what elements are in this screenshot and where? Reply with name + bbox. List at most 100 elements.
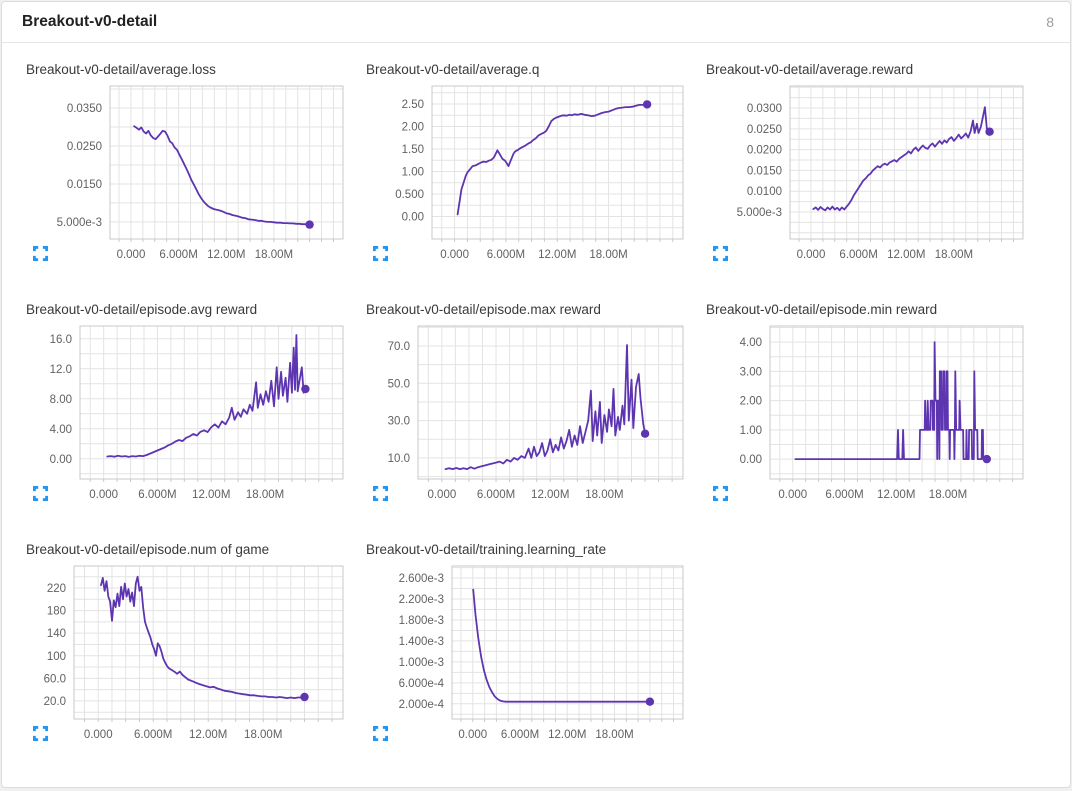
svg-text:0.000: 0.000 [117,249,146,261]
category-header[interactable]: Breakout-v0-detail 8 [2,2,1070,43]
fullscreen-icon [33,246,48,261]
fullscreen-icon [373,486,388,501]
svg-text:0.00: 0.00 [50,454,72,466]
svg-text:16.0: 16.0 [50,334,72,346]
chart-card-episode-num-of-game: Breakout-v0-detail/episode.num of game 2… [12,537,352,777]
chart-card-training-learning-rate: Breakout-v0-detail/training.learning_rat… [352,537,692,777]
chart-count-badge: 8 [1046,14,1054,30]
svg-text:18.00M: 18.00M [246,489,284,501]
fullscreen-icon [373,726,388,741]
svg-text:5.000e-3: 5.000e-3 [57,217,102,229]
chart-plot-training-learning-rate[interactable]: 2.600e-3 2.200e-3 1.800e-3 1.400e-3 1.000e-3… [352,537,692,777]
fullscreen-icon [373,246,388,261]
charts-grid: Breakout-v0-detail/average.loss 0.0350 0.… [2,43,1070,777]
expand-chart-button[interactable] [373,245,390,262]
svg-text:12.00M: 12.00M [548,729,586,741]
chart-plot-average-loss[interactable]: 0.0350 0.0250 0.0150 5.000e-3 0.000 6.000M 12.… [12,57,352,297]
svg-text:8.00: 8.00 [50,394,72,406]
expand-chart-button[interactable] [33,245,50,262]
svg-text:2.00: 2.00 [402,122,424,134]
svg-text:1.400e-3: 1.400e-3 [399,636,444,648]
chart-card-episode-min-reward: Breakout-v0-detail/episode.min reward 4.… [692,297,1032,537]
svg-text:0.000: 0.000 [778,489,807,501]
svg-text:12.00M: 12.00M [538,249,576,261]
svg-text:12.00M: 12.00M [531,489,569,501]
svg-text:12.00M: 12.00M [192,489,230,501]
svg-text:18.00M: 18.00M [589,249,627,261]
svg-text:60.0: 60.0 [44,673,66,685]
svg-text:18.00M: 18.00M [929,489,967,501]
svg-text:0.00: 0.00 [740,454,762,466]
expand-chart-button[interactable] [373,485,390,502]
svg-text:30.0: 30.0 [388,416,410,428]
svg-text:18.00M: 18.00M [255,249,293,261]
svg-text:100: 100 [47,651,66,663]
svg-text:6.000M: 6.000M [477,489,515,501]
svg-text:0.000: 0.000 [458,729,487,741]
expand-chart-button[interactable] [373,725,390,742]
svg-text:18.00M: 18.00M [585,489,623,501]
svg-text:220: 220 [47,583,66,595]
expand-chart-button[interactable] [33,725,50,742]
chart-card-episode-max-reward: Breakout-v0-detail/episode.max reward 70… [352,297,692,537]
svg-text:0.0150: 0.0150 [747,165,782,177]
expand-chart-button[interactable] [33,485,50,502]
svg-text:0.0350: 0.0350 [67,103,102,115]
chart-title: Breakout-v0-detail/average.q [366,62,540,77]
svg-text:18.00M: 18.00M [244,729,282,741]
svg-text:0.0200: 0.0200 [747,145,782,157]
svg-text:12.00M: 12.00M [189,729,227,741]
chart-plot-episode-max-reward[interactable]: 70.0 50.0 30.0 10.0 0.000 6.000M 12.00M 18.00M [352,297,692,537]
svg-text:0.0300: 0.0300 [747,103,782,115]
svg-text:4.00: 4.00 [50,424,72,436]
svg-text:1.00: 1.00 [740,425,762,437]
fullscreen-icon [33,726,48,741]
chart-plot-episode-min-reward[interactable]: 4.00 3.00 2.00 1.00 0.00 0.000 6.000M 12.00M 18.… [692,297,1032,537]
svg-text:0.500: 0.500 [395,189,424,201]
svg-text:0.000: 0.000 [84,729,113,741]
svg-text:2.200e-3: 2.200e-3 [399,594,444,606]
svg-text:12.00M: 12.00M [887,249,925,261]
fullscreen-icon [713,486,728,501]
svg-text:6.000M: 6.000M [487,249,525,261]
chart-card-average-reward: Breakout-v0-detail/average.reward 0.0300… [692,57,1032,297]
svg-text:0.000: 0.000 [440,249,469,261]
svg-text:18.00M: 18.00M [595,729,633,741]
svg-text:1.000e-3: 1.000e-3 [399,657,444,669]
svg-text:5.000e-3: 5.000e-3 [737,207,782,219]
chart-title: Breakout-v0-detail/average.loss [26,62,216,77]
svg-text:50.0: 50.0 [388,378,410,390]
chart-plot-episode-num-of-game[interactable]: 220 180 140 100 60.0 20.0 0.000 6.000M 12.00M 18.… [12,537,352,777]
expand-chart-button[interactable] [713,485,730,502]
svg-text:4.00: 4.00 [740,337,762,349]
svg-text:2.600e-3: 2.600e-3 [399,573,444,585]
svg-text:20.0: 20.0 [44,696,66,708]
chart-title: Breakout-v0-detail/average.reward [706,62,914,77]
svg-text:0.00: 0.00 [402,212,424,224]
svg-text:10.0: 10.0 [388,453,410,465]
svg-text:6.000M: 6.000M [159,249,197,261]
svg-text:1.00: 1.00 [402,167,424,179]
svg-text:1.50: 1.50 [402,144,424,156]
chart-title: Breakout-v0-detail/training.learning_rat… [366,542,607,557]
svg-text:1.800e-3: 1.800e-3 [399,615,444,627]
expand-chart-button[interactable] [713,245,730,262]
svg-text:18.00M: 18.00M [935,249,973,261]
chart-plot-average-reward[interactable]: 0.0300 0.0250 0.0200 0.0150 0.0100 5.000e-3 0.… [692,57,1032,297]
chart-card-episode-avg-reward: Breakout-v0-detail/episode.avg reward 16… [12,297,352,537]
svg-text:6.000e-4: 6.000e-4 [399,678,445,690]
svg-text:0.0250: 0.0250 [747,124,782,136]
svg-text:12.00M: 12.00M [877,489,915,501]
svg-text:180: 180 [47,606,66,618]
chart-plot-average-q[interactable]: 2.50 2.00 1.50 1.00 0.500 0.00 0.000 6.000M 12.0… [352,57,692,297]
svg-text:6.000M: 6.000M [825,489,863,501]
chart-plot-episode-avg-reward[interactable]: 16.0 12.0 8.00 4.00 0.00 0.000 6.000M 12.00M 18.… [12,297,352,537]
svg-text:0.000: 0.000 [427,489,456,501]
svg-text:6.000M: 6.000M [839,249,877,261]
chart-title: Breakout-v0-detail/episode.max reward [366,302,601,317]
svg-text:70.0: 70.0 [388,341,410,353]
svg-text:140: 140 [47,628,66,640]
svg-text:2.000e-4: 2.000e-4 [399,699,445,711]
svg-text:2.50: 2.50 [402,99,424,111]
